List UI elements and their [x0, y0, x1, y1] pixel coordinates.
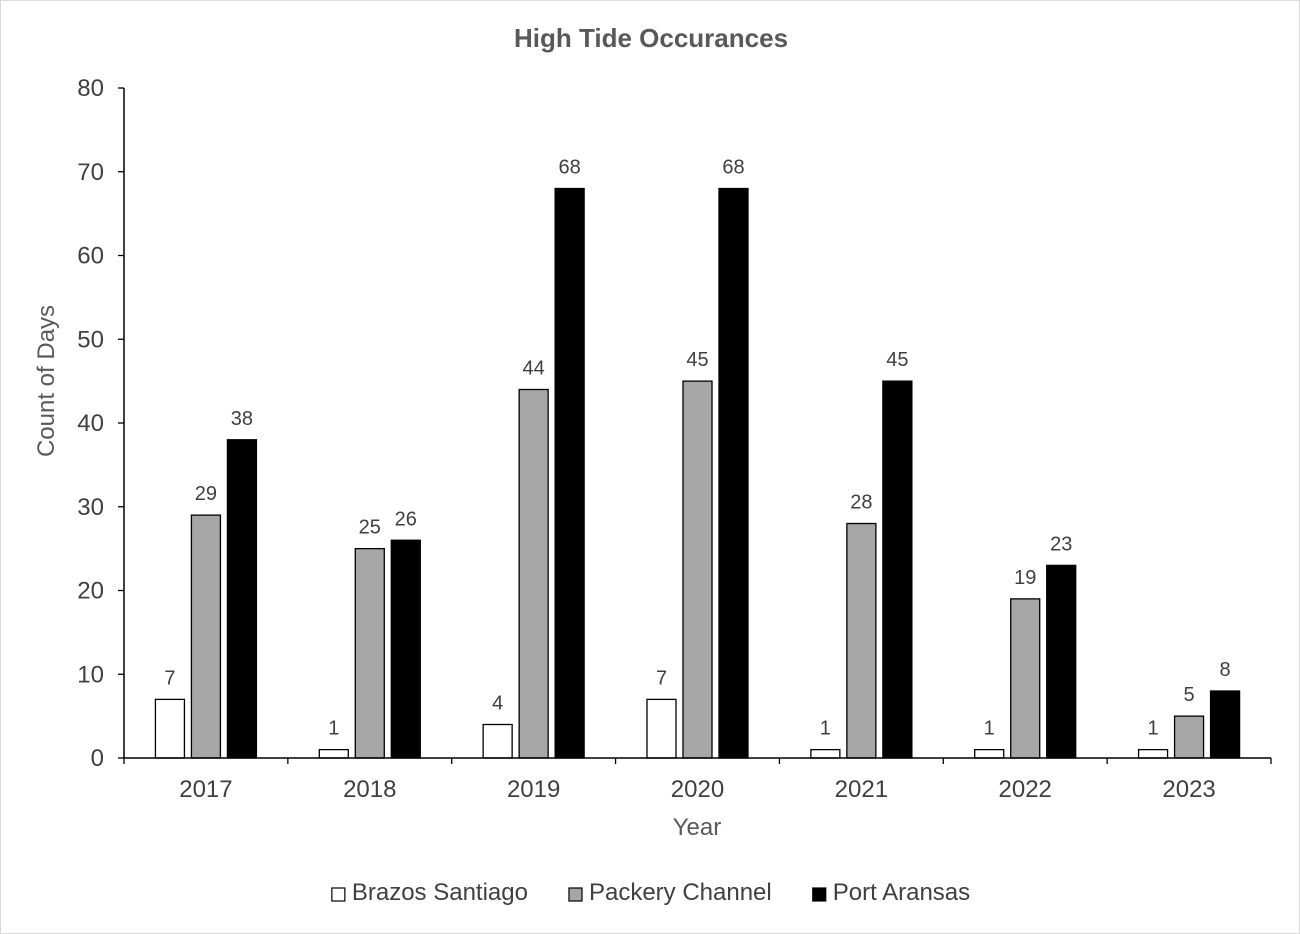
legend-item: Port Aransas — [812, 879, 970, 906]
x-axis-label: Year — [673, 814, 722, 841]
legend: Brazos Santiago Packery Channel Port Arans… — [331, 879, 970, 906]
legend-item: Packery Channel — [568, 879, 772, 906]
bar — [1010, 598, 1041, 759]
bar — [190, 514, 222, 759]
data-label: 26 — [395, 508, 417, 530]
y-tick-label: 10 — [77, 661, 104, 688]
data-label: 68 — [559, 157, 581, 179]
x-tick-label: 2023 — [1162, 776, 1215, 803]
bar — [554, 187, 585, 759]
x-tick-label: 2019 — [507, 776, 560, 803]
bar — [646, 698, 677, 759]
data-label: 45 — [686, 349, 708, 371]
data-label: 7 — [656, 667, 667, 689]
data-label: 5 — [1184, 684, 1195, 706]
data-label: 1 — [984, 718, 995, 740]
bar — [974, 748, 1005, 759]
bar — [682, 380, 713, 759]
y-tick-label: 50 — [77, 326, 104, 353]
data-label: 23 — [1050, 533, 1072, 555]
y-axis-label: Count of Days — [33, 305, 60, 457]
chart-title: High Tide Occurances — [514, 23, 788, 53]
data-label: 28 — [850, 492, 872, 514]
bar — [1173, 715, 1205, 759]
data-label: 19 — [1014, 567, 1036, 589]
x-tick-label: 2022 — [999, 776, 1052, 803]
y-tick-label: 60 — [77, 243, 104, 270]
data-label: 7 — [164, 667, 175, 689]
bar — [1209, 690, 1241, 759]
bar — [354, 547, 385, 759]
y-tick-label: 80 — [77, 75, 104, 102]
x-tick-label: 2021 — [835, 776, 888, 803]
y-tick-label: 70 — [77, 159, 104, 186]
bar — [810, 748, 841, 759]
y-tick-label: 0 — [91, 745, 104, 772]
legend-label: Packery Channel — [589, 879, 772, 906]
legend-swatch — [331, 887, 346, 902]
axes — [123, 88, 1271, 759]
bar — [482, 723, 513, 759]
data-label: 4 — [492, 693, 503, 715]
data-label: 68 — [722, 157, 744, 179]
bar — [846, 522, 877, 759]
bar — [882, 380, 913, 759]
bar — [390, 539, 421, 759]
data-label: 29 — [195, 483, 217, 505]
legend-label: Brazos Santiago — [352, 879, 528, 906]
y-tick-label: 40 — [77, 410, 104, 437]
x-tick-label: 2017 — [179, 776, 232, 803]
legend-swatch — [568, 887, 583, 902]
data-label: 38 — [231, 408, 253, 430]
bar — [1137, 748, 1169, 759]
y-tick-label: 20 — [77, 578, 104, 605]
legend-label: Port Aransas — [833, 879, 970, 906]
bar — [718, 187, 749, 759]
bar — [518, 388, 549, 759]
y-tick-label: 30 — [77, 494, 104, 521]
legend-swatch — [812, 887, 827, 902]
data-label: 25 — [359, 517, 381, 539]
data-label: 1 — [328, 718, 339, 740]
x-tick-label: 2020 — [671, 776, 724, 803]
bar — [154, 698, 186, 759]
bars — [154, 187, 1241, 759]
bar — [226, 439, 258, 759]
legend-item: Brazos Santiago — [331, 879, 528, 906]
data-label: 45 — [886, 349, 908, 371]
bar — [318, 748, 349, 759]
x-tick-label: 2018 — [343, 776, 396, 803]
data-label: 44 — [523, 358, 545, 380]
bar — [1046, 564, 1077, 759]
data-label: 1 — [820, 718, 831, 740]
axis-ticks: 0 10 20 30 40 50 60 70 80 2017 2018 2019 2020 2021 202… — [77, 75, 1272, 803]
data-label: 1 — [1148, 718, 1159, 740]
data-label: 8 — [1220, 659, 1231, 681]
